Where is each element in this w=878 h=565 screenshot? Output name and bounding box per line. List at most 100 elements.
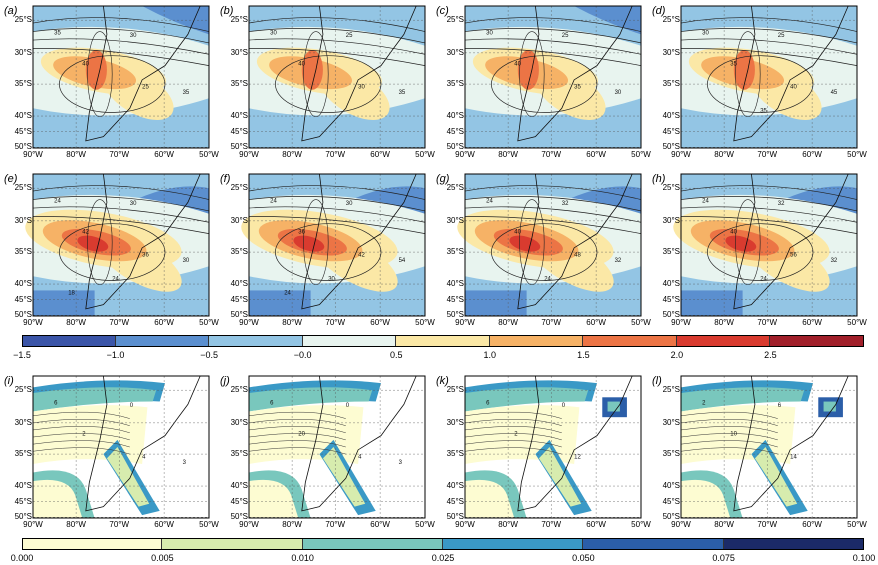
lon-tick-label: 90°W: [455, 150, 475, 159]
contour-label: 35: [574, 84, 581, 90]
contour-label: 18: [68, 291, 75, 297]
contour-label: 25: [142, 84, 149, 90]
contour-label: 36: [142, 252, 149, 258]
contour-label: 40: [514, 62, 521, 68]
colorbar-bottom-segment: [302, 538, 443, 550]
contour-label: 24: [702, 198, 709, 204]
lon-tick-label: 60°W: [370, 318, 390, 327]
lat-tick-label: 50°S: [230, 310, 248, 320]
lat-tick-label: 50°S: [230, 142, 248, 152]
colorbar-top-segment: [209, 335, 303, 347]
lon-tick-label: 90°W: [671, 520, 691, 529]
panel-label: (e): [4, 173, 18, 185]
lon-tick-label: 70°W: [325, 150, 346, 159]
lon-tick-label: 80°W: [66, 150, 86, 159]
contour-label: 32: [831, 258, 838, 264]
lat-tick-label: 50°S: [14, 512, 32, 522]
colorbar-bottom-segment: [22, 538, 163, 550]
lon-tick-label: 70°W: [109, 520, 130, 529]
colorbar-bottom-tick: 0.100: [852, 553, 876, 563]
lon-tick-label: 80°W: [714, 318, 734, 327]
map-panel-a-field: 35 30 40 25 35: [32, 5, 210, 149]
lon-tick-label: 50°W: [631, 318, 651, 327]
colorbar-bottom-frame: [22, 538, 864, 550]
colorbar-top-tick: −0.0: [293, 350, 312, 360]
contour-label: 45: [831, 90, 838, 96]
contour-label: 30: [358, 84, 365, 90]
map-panel-l: 2 6 10 14 (l) 25°S 30°S 35°S 40°S 45°S 50°S 90°W 80°…: [652, 375, 867, 529]
contour-label: 40: [730, 230, 737, 236]
panel-label: (i): [4, 375, 14, 387]
map-panel-b: 30 25 40 30 35 (b) 25°S 30°S 35°S 40°S 45°S 50°S 90°…: [220, 5, 435, 159]
lat-tick-label: 25°S: [230, 183, 248, 193]
lon-tick-label: 90°W: [671, 150, 691, 159]
lat-tick-label: 40°S: [662, 111, 680, 121]
lon-tick-label: 50°W: [199, 150, 219, 159]
lon-tick-label: 50°W: [415, 318, 435, 327]
lat-tick-label: 35°S: [446, 449, 464, 459]
colorbar-top-tick: 2.0: [670, 350, 684, 360]
lat-tick-label: 35°S: [662, 79, 680, 89]
lon-tick-label: 60°W: [802, 150, 822, 159]
map-panel-c: 30 25 40 35 30 (c) 25°S 30°S 35°S 40°S 45°S 50°S 90°…: [436, 5, 651, 159]
map-panel-h: 24 32 40 56 32 24 (h) 25°S 30°S 35°S 40°S 45°S 50°S 9…: [652, 173, 867, 327]
colorbar-bottom-tick: 0.025: [431, 553, 455, 563]
colorbar-top-frame: [22, 335, 864, 347]
contour-label: 40: [298, 62, 305, 68]
lat-tick-label: 50°S: [446, 142, 464, 152]
map-panel-c-field: 30 25 40 35 30: [464, 5, 642, 149]
lon-tick-label: 60°W: [802, 520, 822, 529]
lat-tick-label: 45°S: [662, 294, 680, 304]
contour-label: 30: [702, 30, 709, 36]
contour-label: 2: [82, 432, 86, 438]
contour-label: 6: [54, 400, 58, 406]
lon-tick-label: 60°W: [802, 318, 822, 327]
panel-label: (h): [652, 173, 666, 185]
lat-tick-label: 30°S: [230, 417, 248, 427]
contour-label: 2: [702, 400, 706, 406]
colorbar-top-tick: −1.0: [106, 350, 125, 360]
lon-tick-label: 90°W: [239, 318, 259, 327]
contour-label: 3: [183, 460, 187, 466]
lat-tick-label: 35°S: [446, 79, 464, 89]
contour-label: 24: [486, 198, 493, 204]
lat-tick-label: 35°S: [230, 247, 248, 257]
contour-label: 10: [730, 432, 737, 438]
lon-tick-label: 70°W: [757, 520, 778, 529]
lat-tick-label: 45°S: [230, 294, 248, 304]
lat-tick-label: 50°S: [230, 512, 248, 522]
panel-label: (b): [220, 5, 234, 17]
lon-tick-label: 90°W: [455, 520, 475, 529]
lon-tick-label: 80°W: [714, 150, 734, 159]
contour-label: 24: [760, 277, 767, 283]
colorbar-top-segment: [22, 335, 116, 347]
lon-tick-label: 80°W: [66, 520, 86, 529]
contour-label: 54: [399, 258, 406, 264]
lat-tick-label: 25°S: [14, 385, 32, 395]
lon-tick-label: 90°W: [23, 150, 43, 159]
lat-tick-label: 50°S: [446, 310, 464, 320]
contour-label: 2: [514, 432, 518, 438]
lon-tick-label: 70°W: [757, 150, 778, 159]
map-panel-f: 24 30 36 42 54 30 24 (f) 25°S 30°S 35°S 40°S 45°S 50°…: [220, 173, 435, 327]
contour-label: 3: [399, 460, 403, 466]
map-panel-g-field: 24 32 40 48 32 24: [457, 173, 642, 317]
map-panel-f-field: 24 30 36 42 54 30 24: [241, 173, 426, 317]
map-panel-d: 30 25 35 40 45 35 (d) 25°S 30°S 35°S 40°S 45°S 50°S 9…: [652, 5, 867, 159]
lat-tick-label: 45°S: [14, 294, 32, 304]
contour-label: 24: [544, 277, 551, 283]
lat-tick-label: 35°S: [14, 449, 32, 459]
lat-tick-label: 25°S: [446, 183, 464, 193]
lat-tick-label: 50°S: [662, 142, 680, 152]
lat-tick-label: 25°S: [14, 15, 32, 25]
panel-label: (d): [652, 5, 666, 17]
lon-tick-label: 70°W: [109, 150, 130, 159]
contour-label: 35: [183, 90, 190, 96]
lat-tick-label: 45°S: [230, 496, 248, 506]
lon-tick-label: 80°W: [714, 520, 734, 529]
lon-tick-label: 90°W: [239, 150, 259, 159]
lat-tick-label: 45°S: [14, 496, 32, 506]
lat-tick-label: 40°S: [446, 481, 464, 491]
lon-tick-label: 80°W: [282, 150, 302, 159]
colorbar-top-tick: 1.5: [577, 350, 590, 360]
